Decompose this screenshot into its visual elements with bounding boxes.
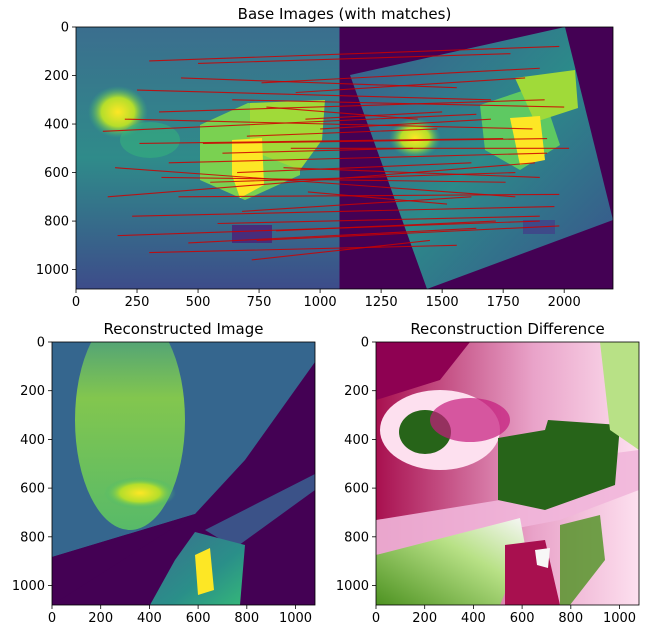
- match-line: [115, 167, 516, 198]
- y-tick-label: 0: [361, 336, 369, 351]
- x-tick-label: 400: [137, 611, 162, 626]
- match-line: [132, 205, 555, 217]
- match-line: [307, 191, 448, 205]
- x-tick-label: 600: [186, 611, 211, 626]
- match-line: [256, 225, 560, 242]
- match-line: [161, 176, 506, 183]
- x-tick-label: 1750: [487, 295, 520, 310]
- top-axes-frame: [75, 26, 614, 290]
- match-line: [261, 67, 540, 84]
- x-tick-label: 1250: [365, 295, 398, 310]
- y-tick-label: 800: [344, 530, 369, 545]
- match-line: [217, 215, 540, 225]
- x-tick-label: 800: [234, 611, 259, 626]
- y-tick-label: 600: [344, 482, 369, 497]
- x-tick-label: 500: [186, 295, 211, 310]
- x-tick-label: 600: [510, 611, 535, 626]
- x-tick-label: 250: [125, 295, 150, 310]
- y-tick-label: 600: [20, 482, 45, 497]
- x-tick-label: 200: [88, 611, 113, 626]
- match-line: [295, 77, 526, 94]
- top-chart-title: Base Images (with matches): [238, 5, 452, 23]
- reconstruction-difference-heatmap: [376, 342, 639, 605]
- x-tick-label: 200: [412, 611, 437, 626]
- match-line: [137, 89, 491, 101]
- match-lines: [102, 45, 570, 261]
- y-tick-label: 400: [20, 433, 45, 448]
- y-tick-label: 0: [61, 21, 69, 36]
- reconstructed-image-heatmap: [52, 342, 315, 605]
- x-tick-label: 1500: [426, 295, 459, 310]
- match-line: [149, 45, 560, 62]
- y-tick-label: 200: [344, 384, 369, 399]
- bottom-left-axes-frame: [51, 341, 316, 606]
- bottom-left-y-axis: 0 200 400 600 800 1000: [12, 336, 52, 594]
- y-tick-label: 400: [44, 118, 69, 133]
- match-line: [202, 138, 548, 144]
- bottom-right-x-axis: 0 200 400 600 800 1000: [372, 605, 636, 626]
- y-tick-label: 1000: [12, 579, 45, 594]
- match-line: [210, 172, 516, 183]
- x-tick-label: 800: [558, 611, 583, 626]
- match-line: [276, 220, 496, 232]
- match-line: [139, 138, 504, 144]
- y-tick-label: 1000: [36, 263, 69, 278]
- x-tick-label: 750: [247, 295, 272, 310]
- match-line: [180, 77, 457, 89]
- x-tick-label: 1000: [304, 295, 337, 310]
- match-line: [251, 239, 430, 261]
- top-y-axis: 0 200 400 600 800 1000: [36, 21, 76, 278]
- match-line: [232, 99, 565, 108]
- top-x-axis: 0 250 500 750 1000 1250 1500 1750 2000: [72, 289, 581, 310]
- match-line: [188, 227, 477, 244]
- match-line: [198, 53, 511, 64]
- match-line: [149, 244, 457, 254]
- bottom-left-x-axis: 0 200 400 600 800 1000: [48, 605, 312, 626]
- x-tick-label: 0: [48, 611, 56, 626]
- match-line: [305, 111, 443, 120]
- y-tick-label: 800: [44, 215, 69, 230]
- x-tick-label: 0: [72, 295, 80, 310]
- match-line: [266, 106, 418, 120]
- y-tick-label: 0: [37, 336, 45, 351]
- match-line: [237, 162, 472, 174]
- y-tick-label: 1000: [336, 579, 369, 594]
- y-tick-label: 400: [344, 433, 369, 448]
- bottom-right-y-axis: 0 200 400 600 800 1000: [336, 336, 376, 594]
- y-tick-label: 800: [20, 530, 45, 545]
- match-line: [168, 152, 548, 164]
- bottom-left-chart-title: Reconstructed Image: [104, 320, 264, 338]
- match-line: [222, 147, 413, 154]
- y-tick-label: 200: [44, 69, 69, 84]
- base-images-heatmap: [76, 27, 613, 289]
- x-tick-label: 0: [372, 611, 380, 626]
- match-line: [124, 118, 533, 130]
- x-tick-label: 2000: [548, 295, 581, 310]
- match-line: [320, 118, 491, 130]
- x-tick-label: 400: [461, 611, 486, 626]
- x-tick-label: 1000: [603, 611, 636, 626]
- bottom-right-axes-frame: [375, 341, 640, 606]
- x-tick-label: 1000: [279, 611, 312, 626]
- y-tick-label: 200: [20, 384, 45, 399]
- match-line: [178, 193, 560, 198]
- y-tick-label: 600: [44, 166, 69, 181]
- bottom-right-chart-title: Reconstruction Difference: [410, 320, 604, 338]
- match-line: [102, 113, 477, 132]
- match-line: [158, 99, 545, 113]
- match-line: [241, 196, 472, 212]
- match-line: [246, 128, 438, 137]
